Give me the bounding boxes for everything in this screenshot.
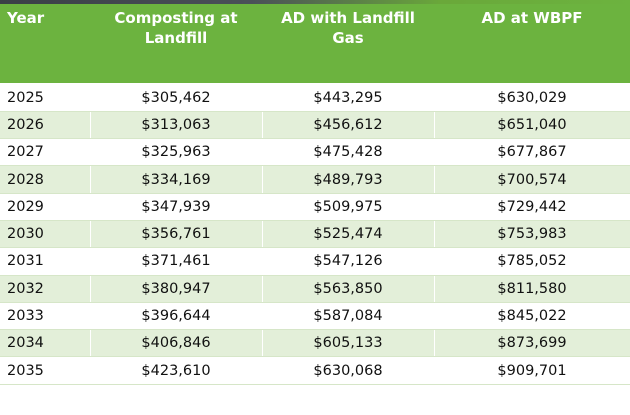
table-row: 2025 $305,462 $443,295 $630,029 xyxy=(0,82,630,112)
ad-landfill-cell: $605,133 xyxy=(262,329,435,358)
table-row: 2032 $380,947 $563,850 $811,580 xyxy=(0,275,630,303)
ad-landfill-cell: $525,474 xyxy=(262,220,435,249)
ad-wbpf-cell: $729,442 xyxy=(434,193,630,221)
composting-cell: $396,644 xyxy=(90,302,263,331)
year-cell: 2032 xyxy=(0,275,91,303)
ad-wbpf-cell: $811,580 xyxy=(434,275,630,303)
ad-landfill-cell: $630,068 xyxy=(262,356,435,385)
ad-landfill-cell: $456,612 xyxy=(262,111,435,140)
header-row: Year Composting at Landfill AD with Land… xyxy=(0,0,630,84)
year-cell: 2029 xyxy=(0,193,91,221)
ad-wbpf-cell: $845,022 xyxy=(434,302,630,331)
year-cell: 2026 xyxy=(0,111,91,140)
composting-cell: $380,947 xyxy=(90,275,263,303)
year-cell: 2033 xyxy=(0,302,91,331)
ad-landfill-cell: $587,084 xyxy=(262,302,435,331)
table-row: 2031 $371,461 $547,126 $785,052 xyxy=(0,247,630,276)
composting-cell: $334,169 xyxy=(90,165,263,194)
table-row: 2035 $423,610 $630,068 $909,701 xyxy=(0,356,630,385)
composting-cell: $356,761 xyxy=(90,220,263,249)
table-row: 2030 $356,761 $525,474 $753,983 xyxy=(0,220,630,249)
year-cell: 2030 xyxy=(0,220,91,249)
header-year: Year xyxy=(0,0,90,84)
ad-landfill-cell: $443,295 xyxy=(262,82,435,112)
top-accent-strip xyxy=(0,0,630,4)
ad-wbpf-cell: $630,029 xyxy=(434,82,630,112)
header-ad-wbpf: AD at WBPF xyxy=(434,0,630,84)
year-cell: 2027 xyxy=(0,138,91,167)
header-ad-landfill: AD with Landfill Gas xyxy=(262,0,434,84)
ad-wbpf-cell: $873,699 xyxy=(434,329,630,358)
table-body: 2025 $305,462 $443,295 $630,029 2026 $313,063… xyxy=(0,82,630,385)
year-cell: 2025 xyxy=(0,82,91,112)
ad-wbpf-cell: $677,867 xyxy=(434,138,630,167)
composting-cell: $313,063 xyxy=(90,111,263,140)
composting-cell: $371,461 xyxy=(90,247,263,276)
year-cell: 2031 xyxy=(0,247,91,276)
ad-wbpf-cell: $700,574 xyxy=(434,165,630,194)
ad-wbpf-cell: $785,052 xyxy=(434,247,630,276)
ad-landfill-cell: $509,975 xyxy=(262,193,435,221)
composting-cell: $325,963 xyxy=(90,138,263,167)
ad-wbpf-cell: $753,983 xyxy=(434,220,630,249)
year-cell: 2035 xyxy=(0,356,91,385)
ad-wbpf-cell: $909,701 xyxy=(434,356,630,385)
composting-cell: $305,462 xyxy=(90,82,263,112)
year-cell: 2034 xyxy=(0,329,91,358)
table-row: 2029 $347,939 $509,975 $729,442 xyxy=(0,193,630,221)
composting-cell: $406,846 xyxy=(90,329,263,358)
table-row: 2034 $406,846 $605,133 $873,699 xyxy=(0,329,630,358)
table-row: 2028 $334,169 $489,793 $700,574 xyxy=(0,165,630,194)
ad-wbpf-cell: $651,040 xyxy=(434,111,630,140)
ad-landfill-cell: $475,428 xyxy=(262,138,435,167)
table-header: Year Composting at Landfill AD with Land… xyxy=(0,0,630,84)
year-cell: 2028 xyxy=(0,165,91,194)
cost-comparison-table: Year Composting at Landfill AD with Land… xyxy=(0,0,630,385)
header-composting: Composting at Landfill xyxy=(90,0,262,84)
ad-landfill-cell: $547,126 xyxy=(262,247,435,276)
table-row: 2026 $313,063 $456,612 $651,040 xyxy=(0,111,630,140)
table-row: 2027 $325,963 $475,428 $677,867 xyxy=(0,138,630,167)
composting-cell: $347,939 xyxy=(90,193,263,221)
composting-cell: $423,610 xyxy=(90,356,263,385)
ad-landfill-cell: $563,850 xyxy=(262,275,435,303)
ad-landfill-cell: $489,793 xyxy=(262,165,435,194)
table-row: 2033 $396,644 $587,084 $845,022 xyxy=(0,302,630,331)
